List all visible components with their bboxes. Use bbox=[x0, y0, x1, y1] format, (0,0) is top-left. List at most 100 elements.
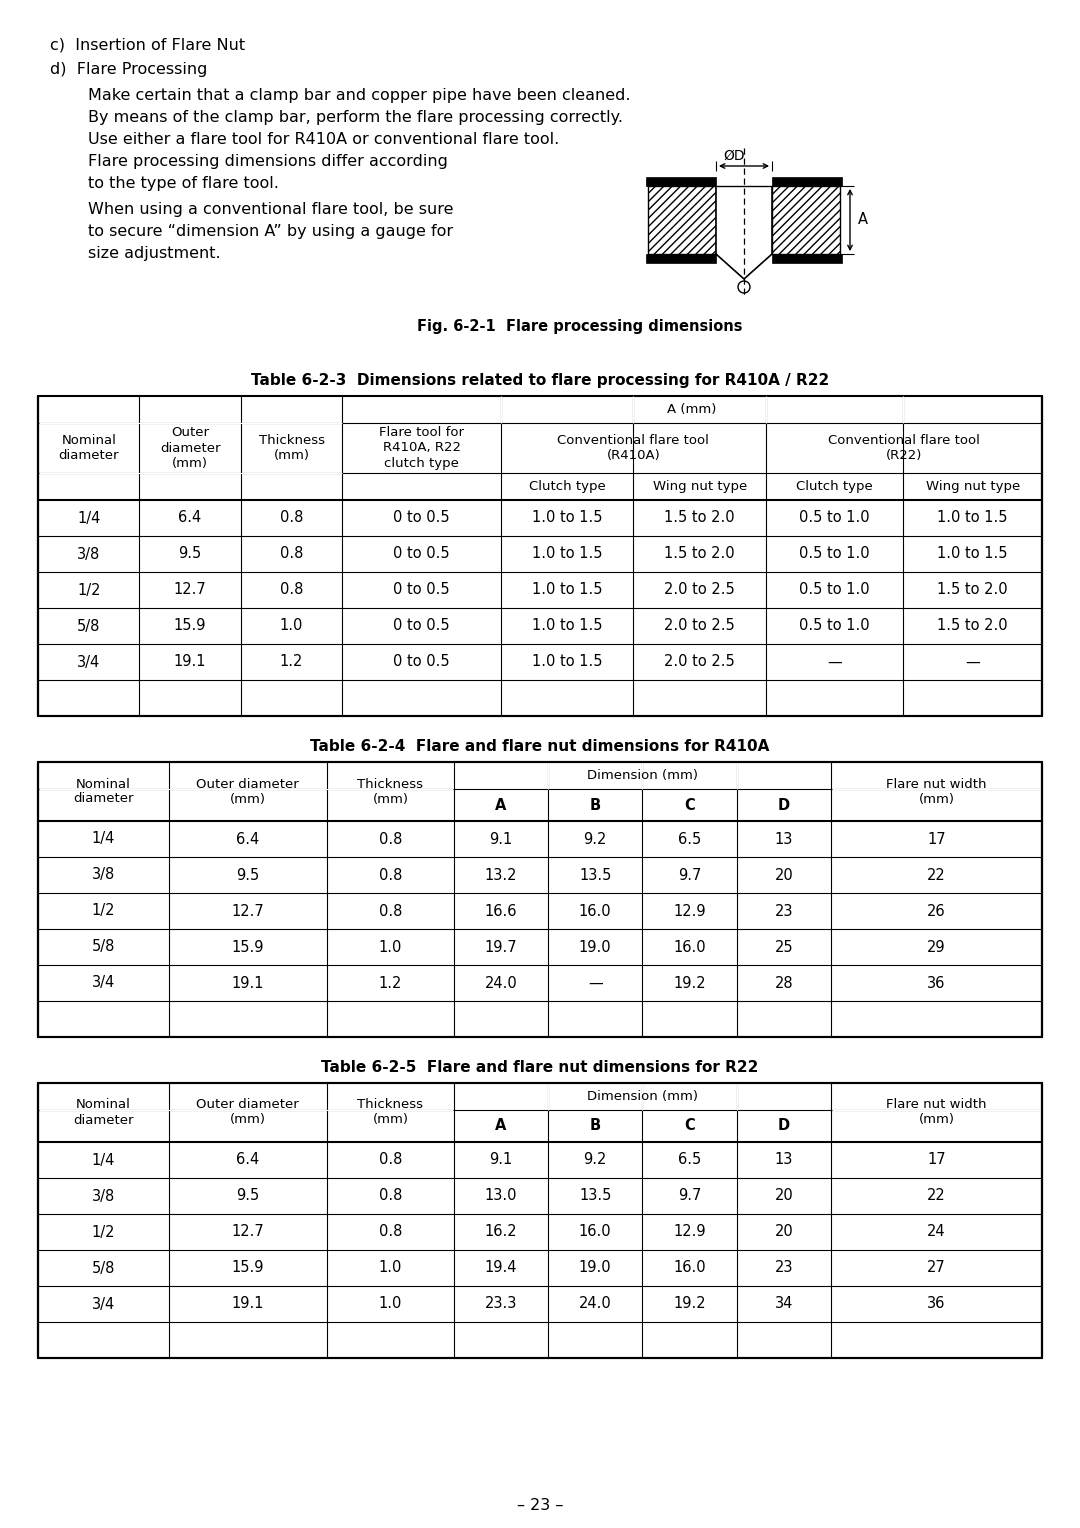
Text: Conventional flare tool
(R410A): Conventional flare tool (R410A) bbox=[557, 434, 710, 461]
Text: size adjustment.: size adjustment. bbox=[87, 246, 220, 261]
Text: 0.8: 0.8 bbox=[379, 1224, 402, 1239]
Text: 24.0: 24.0 bbox=[579, 1296, 611, 1311]
Text: 36: 36 bbox=[928, 1296, 946, 1311]
Text: 1/4: 1/4 bbox=[77, 510, 100, 526]
Text: to the type of flare tool.: to the type of flare tool. bbox=[87, 176, 279, 191]
Text: 0.5 to 1.0: 0.5 to 1.0 bbox=[799, 547, 870, 561]
Text: Flare nut width
(mm): Flare nut width (mm) bbox=[887, 1099, 987, 1126]
Text: 16.2: 16.2 bbox=[485, 1224, 517, 1239]
Text: Table 6-2-3  Dimensions related to flare processing for R410A / R22: Table 6-2-3 Dimensions related to flare … bbox=[251, 373, 829, 388]
Text: 0.5 to 1.0: 0.5 to 1.0 bbox=[799, 510, 870, 526]
Text: 9.7: 9.7 bbox=[678, 1189, 701, 1204]
Text: Nominal
diameter: Nominal diameter bbox=[73, 1099, 134, 1126]
Text: 0 to 0.5: 0 to 0.5 bbox=[393, 619, 450, 634]
Text: 1.0: 1.0 bbox=[379, 1296, 402, 1311]
Text: 16.0: 16.0 bbox=[673, 940, 706, 955]
Text: 19.4: 19.4 bbox=[485, 1261, 517, 1276]
Text: c)  Insertion of Flare Nut: c) Insertion of Flare Nut bbox=[50, 38, 245, 53]
Text: 1/2: 1/2 bbox=[77, 582, 100, 597]
Text: 0 to 0.5: 0 to 0.5 bbox=[393, 510, 450, 526]
Text: B: B bbox=[590, 1118, 600, 1134]
Text: 19.1: 19.1 bbox=[231, 975, 265, 990]
Text: A: A bbox=[858, 212, 868, 228]
Text: 13: 13 bbox=[774, 831, 793, 847]
Text: Outer
diameter
(mm): Outer diameter (mm) bbox=[160, 426, 220, 469]
Text: 0.8: 0.8 bbox=[379, 1152, 402, 1167]
Text: Make certain that a clamp bar and copper pipe have been cleaned.: Make certain that a clamp bar and copper… bbox=[87, 89, 631, 102]
Text: 23.3: 23.3 bbox=[485, 1296, 517, 1311]
Text: 9.5: 9.5 bbox=[237, 1189, 259, 1204]
Text: 27: 27 bbox=[928, 1261, 946, 1276]
Text: 0 to 0.5: 0 to 0.5 bbox=[393, 547, 450, 561]
Text: 1.5 to 2.0: 1.5 to 2.0 bbox=[937, 582, 1008, 597]
Text: C: C bbox=[685, 798, 694, 813]
Text: Wing nut type: Wing nut type bbox=[652, 480, 746, 494]
Text: Fig. 6-2-1  Flare processing dimensions: Fig. 6-2-1 Flare processing dimensions bbox=[417, 319, 743, 335]
Text: 19.2: 19.2 bbox=[673, 1296, 706, 1311]
Text: Nominal
diameter: Nominal diameter bbox=[73, 778, 134, 805]
Text: Thickness
(mm): Thickness (mm) bbox=[357, 1099, 423, 1126]
Bar bbox=[38, 1083, 1042, 1358]
Text: 1.5 to 2.0: 1.5 to 2.0 bbox=[937, 619, 1008, 634]
Text: 6.4: 6.4 bbox=[237, 1152, 259, 1167]
Text: 24.0: 24.0 bbox=[485, 975, 517, 990]
Text: 0.5 to 1.0: 0.5 to 1.0 bbox=[799, 619, 870, 634]
Text: Dimension (mm): Dimension (mm) bbox=[586, 769, 698, 782]
Text: —: — bbox=[966, 654, 980, 669]
Text: Nominal
diameter: Nominal diameter bbox=[58, 434, 119, 461]
Text: 16.0: 16.0 bbox=[579, 1224, 611, 1239]
Text: Flare tool for
R410A, R22
clutch type: Flare tool for R410A, R22 clutch type bbox=[379, 426, 464, 469]
Text: 15.9: 15.9 bbox=[174, 619, 206, 634]
Text: 9.1: 9.1 bbox=[489, 1152, 513, 1167]
Text: 9.5: 9.5 bbox=[178, 547, 202, 561]
Text: 1.5 to 2.0: 1.5 to 2.0 bbox=[664, 510, 735, 526]
Text: By means of the clamp bar, perform the flare processing correctly.: By means of the clamp bar, perform the f… bbox=[87, 110, 623, 125]
Bar bbox=[648, 186, 716, 254]
Text: 28: 28 bbox=[774, 975, 794, 990]
Text: 6.4: 6.4 bbox=[178, 510, 202, 526]
Text: 12.7: 12.7 bbox=[231, 1224, 265, 1239]
Text: C: C bbox=[685, 1118, 694, 1134]
Text: 20: 20 bbox=[774, 1189, 794, 1204]
Text: Outer diameter
(mm): Outer diameter (mm) bbox=[197, 1099, 299, 1126]
Text: 0.8: 0.8 bbox=[379, 831, 402, 847]
Text: 34: 34 bbox=[774, 1296, 793, 1311]
Text: 26: 26 bbox=[928, 903, 946, 918]
Text: 6.5: 6.5 bbox=[678, 831, 701, 847]
Bar bbox=[772, 186, 840, 254]
Text: 36: 36 bbox=[928, 975, 946, 990]
Text: 1.2: 1.2 bbox=[379, 975, 402, 990]
Text: 15.9: 15.9 bbox=[231, 1261, 265, 1276]
Text: 20: 20 bbox=[774, 1224, 794, 1239]
Text: 23: 23 bbox=[774, 1261, 793, 1276]
Text: 9.2: 9.2 bbox=[583, 1152, 607, 1167]
Text: 24: 24 bbox=[928, 1224, 946, 1239]
Text: A (mm): A (mm) bbox=[667, 403, 717, 416]
Text: 13.2: 13.2 bbox=[485, 868, 517, 883]
Text: 17: 17 bbox=[928, 831, 946, 847]
Text: 17: 17 bbox=[928, 1152, 946, 1167]
Text: 5/8: 5/8 bbox=[92, 940, 114, 955]
Text: A: A bbox=[495, 798, 507, 813]
Text: 23: 23 bbox=[774, 903, 793, 918]
Text: 5/8: 5/8 bbox=[92, 1261, 114, 1276]
Text: 3/4: 3/4 bbox=[92, 975, 114, 990]
Text: 19.7: 19.7 bbox=[485, 940, 517, 955]
Text: 12.9: 12.9 bbox=[673, 903, 706, 918]
Text: 19.2: 19.2 bbox=[673, 975, 706, 990]
Bar bbox=[772, 254, 842, 263]
Bar bbox=[646, 177, 716, 186]
Text: Conventional flare tool
(R22): Conventional flare tool (R22) bbox=[828, 434, 980, 461]
Text: 16.0: 16.0 bbox=[579, 903, 611, 918]
Text: Table 6-2-4  Flare and flare nut dimensions for R410A: Table 6-2-4 Flare and flare nut dimensio… bbox=[310, 740, 770, 753]
Text: Wing nut type: Wing nut type bbox=[926, 480, 1020, 494]
Text: 19.1: 19.1 bbox=[231, 1296, 265, 1311]
Text: 1.0: 1.0 bbox=[379, 1261, 402, 1276]
Text: 13.5: 13.5 bbox=[579, 1189, 611, 1204]
Text: – 23 –: – 23 – bbox=[517, 1497, 563, 1513]
Text: Table 6-2-5  Flare and flare nut dimensions for R22: Table 6-2-5 Flare and flare nut dimensio… bbox=[322, 1060, 758, 1076]
Text: —: — bbox=[588, 975, 603, 990]
Text: Thickness
(mm): Thickness (mm) bbox=[258, 434, 324, 461]
Text: B: B bbox=[590, 798, 600, 813]
Text: 0.8: 0.8 bbox=[280, 582, 303, 597]
